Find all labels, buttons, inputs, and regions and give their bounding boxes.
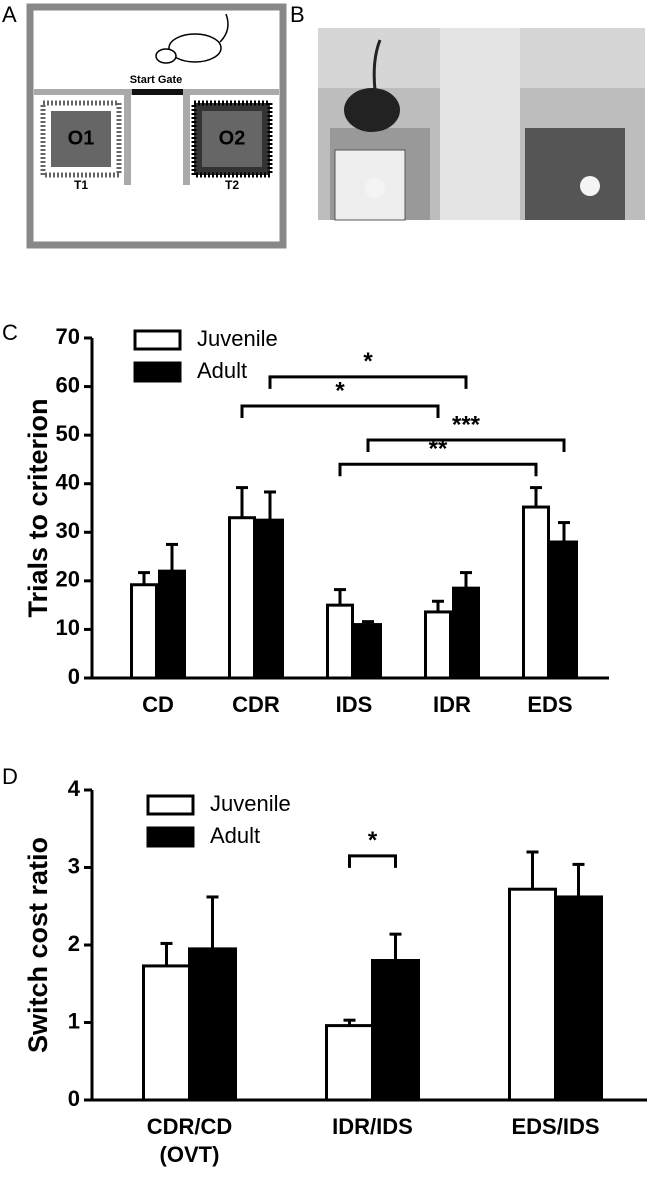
bar <box>452 586 480 680</box>
x-tick-label: IDS <box>336 692 373 717</box>
bowl-label: O1 <box>68 127 95 149</box>
y-tick-label: 10 <box>56 615 80 640</box>
bar <box>354 623 382 680</box>
bar <box>228 516 256 680</box>
zone-label: T2 <box>225 178 239 192</box>
x-tick-label: IDR <box>433 692 471 717</box>
gate-label: Start Gate <box>130 74 183 86</box>
significance-label: *** <box>452 411 481 438</box>
zone-label: T1 <box>74 178 88 192</box>
bar <box>550 540 578 680</box>
significance-bracket <box>348 854 397 868</box>
panel-label: A <box>2 2 17 27</box>
panel-label: D <box>2 764 18 789</box>
y-axis-title: Trials to criterion <box>23 398 53 617</box>
x-tick-label: IDR/IDS <box>332 1114 413 1139</box>
significance-bracket <box>268 375 468 389</box>
bar <box>325 1024 374 1102</box>
bar <box>130 583 158 680</box>
legend-label: Adult <box>197 358 247 383</box>
bar <box>142 964 191 1102</box>
x-tick-label: CDR <box>232 692 280 717</box>
legend-label: Juvenile <box>210 791 291 816</box>
bar <box>256 518 284 680</box>
legend-label: Juvenile <box>197 326 278 351</box>
x-tick-label: EDS <box>527 692 572 717</box>
panel-label: B <box>290 2 305 27</box>
y-tick-label: 20 <box>56 567 80 592</box>
x-tick-label: EDS/IDS <box>511 1114 599 1139</box>
y-tick-label: 2 <box>68 931 80 956</box>
y-tick-label: 30 <box>56 518 80 543</box>
x-tick-label: CD <box>142 692 174 717</box>
legend-swatch <box>133 361 182 383</box>
x-tick-label: (OVT) <box>160 1142 220 1167</box>
significance-bracket <box>366 438 566 452</box>
legend-swatch <box>146 826 195 848</box>
photo <box>318 28 645 221</box>
y-tick-label: 4 <box>68 776 81 801</box>
y-tick-label: 70 <box>56 324 80 349</box>
y-axis-title: Switch cost ratio <box>23 837 53 1053</box>
panel-label: C <box>2 320 18 345</box>
bar <box>371 959 420 1102</box>
bar <box>554 895 603 1102</box>
y-tick-label: 50 <box>56 421 80 446</box>
legend-swatch <box>146 794 195 816</box>
significance-bracket <box>338 462 538 477</box>
bar <box>424 610 452 680</box>
significance-label: * <box>363 348 373 375</box>
y-tick-label: 0 <box>68 664 80 689</box>
legend-label: Adult <box>210 823 260 848</box>
y-tick-label: 3 <box>68 853 80 878</box>
significance-label: ** <box>429 436 448 463</box>
bar <box>188 947 237 1102</box>
y-tick-label: 1 <box>68 1008 80 1033</box>
x-tick-label: CDR/CD <box>147 1114 233 1139</box>
significance-bracket <box>240 404 440 418</box>
y-tick-label: 60 <box>56 372 80 397</box>
bar <box>508 887 557 1102</box>
y-tick-label: 40 <box>56 470 80 495</box>
legend-swatch <box>133 329 182 351</box>
bar <box>326 603 354 680</box>
y-tick-label: 0 <box>68 1086 80 1111</box>
significance-label: * <box>368 827 378 854</box>
bowl-label: O2 <box>219 127 246 149</box>
significance-label: * <box>335 377 345 404</box>
bar <box>158 569 186 680</box>
maze-diagram <box>26 3 287 249</box>
bar <box>522 505 550 680</box>
